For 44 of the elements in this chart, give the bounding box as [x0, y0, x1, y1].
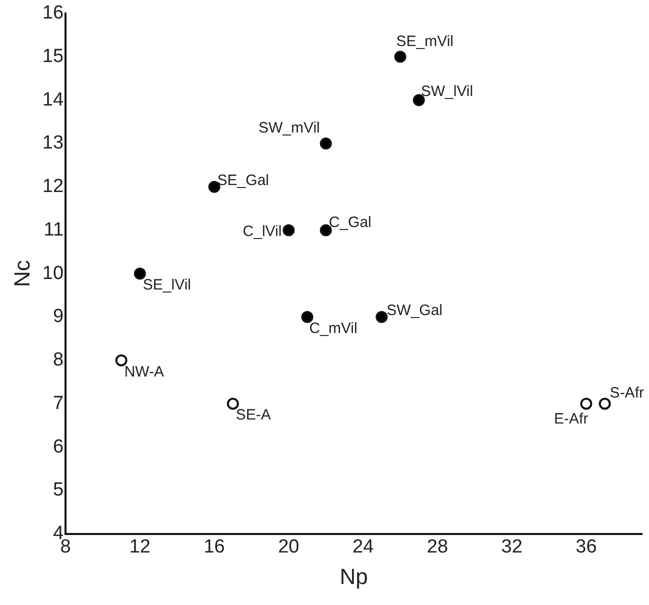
annotation: E-Afr — [554, 410, 588, 428]
y-tick-label: 11 — [44, 219, 64, 240]
y-tick-label: 14 — [42, 89, 64, 110]
annotation: C_mVil — [309, 320, 358, 337]
x-axis-title: Np — [340, 564, 368, 589]
annotation: SE-A — [236, 406, 271, 424]
x-tick-label: 16 — [204, 536, 225, 558]
x-tick-label: 28 — [426, 536, 448, 558]
annotation: S-Afr — [610, 384, 644, 402]
annotation: SE_Gal — [217, 172, 269, 189]
point — [580, 398, 592, 410]
x-tick-label: 24 — [352, 536, 374, 558]
annotation: SW_lVil — [420, 83, 474, 100]
annotation: C_Gal — [328, 214, 372, 232]
annotation: NW-A — [124, 363, 164, 380]
y-tick-label: 13 — [42, 132, 64, 154]
y-tick-label: 7 — [52, 392, 64, 414]
annotation: SW_mVil — [258, 120, 320, 136]
point — [394, 50, 406, 63]
point — [115, 354, 128, 366]
x-tick-label: 36 — [576, 536, 597, 558]
annotation: SE_lVil — [142, 276, 192, 294]
annotation: SW_Gal — [386, 302, 443, 319]
y-axis-title: Nc — [9, 260, 34, 288]
point — [282, 224, 295, 236]
y-tick-label: 10 — [42, 262, 64, 284]
x-tick-label: 20 — [278, 536, 300, 558]
y-tick-label: 16 — [42, 2, 64, 24]
y-tick-label: 12 — [42, 176, 64, 198]
point — [376, 310, 388, 323]
y-tick-label: 5 — [52, 480, 64, 501]
x-tick-label: 32 — [501, 536, 522, 558]
annotation: SE_mVil — [396, 32, 454, 50]
point — [598, 398, 611, 410]
annotation: C_lVil — [242, 223, 282, 240]
y-tick-label: 8 — [52, 350, 64, 371]
point — [320, 138, 332, 150]
y-tick-label: 15 — [42, 46, 64, 67]
y-tick-label: 6 — [52, 436, 64, 458]
y-tick-label: 9 — [52, 306, 64, 328]
point — [134, 268, 146, 280]
point — [226, 398, 239, 410]
point — [301, 310, 314, 323]
x-tick-label: 12 — [129, 536, 150, 558]
